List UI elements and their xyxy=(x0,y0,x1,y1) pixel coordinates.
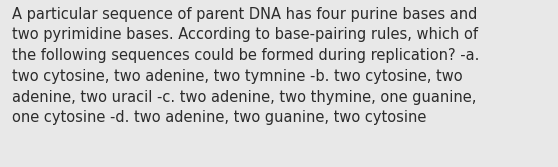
Text: A particular sequence of parent DNA has four purine bases and
two pyrimidine bas: A particular sequence of parent DNA has … xyxy=(12,7,480,125)
